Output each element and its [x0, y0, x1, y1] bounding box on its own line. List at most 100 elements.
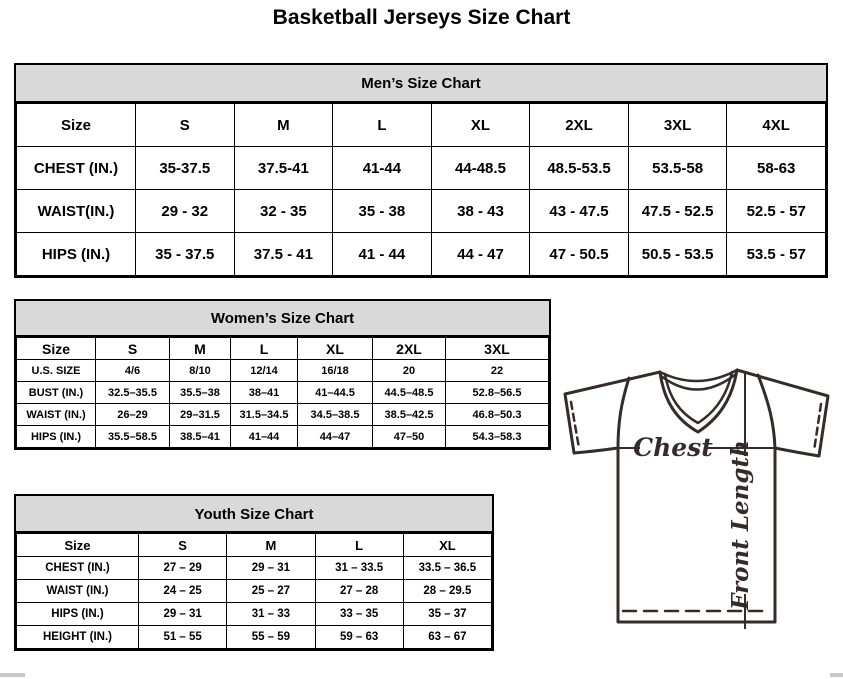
size-column-4xl: 4XL [726, 103, 826, 147]
scrollbar-fragment-right[interactable] [830, 673, 843, 677]
value-cell: 38.5–41 [169, 425, 231, 448]
value-cell: 50.5 - 53.5 [627, 232, 728, 276]
value-cell: 47 - 50.5 [529, 232, 629, 276]
value-cell: 51 – 55 [137, 625, 228, 649]
womens-chart-header: Women’s Size Chart [16, 301, 549, 337]
value-cell: 59 – 63 [314, 625, 404, 649]
size-column-xl: XL [297, 337, 373, 360]
size-header-row: Size S M L XL [16, 533, 493, 557]
value-cell: 31 – 33.5 [314, 556, 404, 580]
jersey-right-cuff-dashes [812, 402, 823, 453]
size-column-2xl: 2XL [529, 103, 629, 147]
value-cell: 12/14 [230, 359, 298, 382]
size-column-m: M [233, 103, 334, 147]
jersey-left-sleeve [563, 370, 662, 455]
measurement-row: HEIGHT (IN.) 51 – 55 55 – 59 59 – 63 63 – 67 [16, 625, 493, 649]
size-column-2xl: 2XL [372, 337, 446, 360]
value-cell: 48.5-53.5 [529, 146, 629, 190]
chest-label: Chest [633, 433, 713, 462]
scrollbar-fragment-left[interactable] [0, 673, 25, 677]
value-cell: 22 [445, 359, 549, 382]
value-cell: 33.5 – 36.5 [402, 556, 493, 580]
measurement-row: WAIST (IN.) 24 – 25 25 – 27 27 – 28 28 – 29.… [16, 579, 493, 603]
value-cell: 29–31.5 [169, 403, 231, 426]
value-cell: 41–44.5 [297, 381, 373, 404]
value-cell: 4/6 [95, 359, 170, 382]
value-cell: 44 - 47 [430, 232, 531, 276]
row-label-cell: HIPS (IN.) [16, 602, 139, 626]
value-cell: 29 - 32 [135, 189, 235, 233]
measurement-row: HIPS (IN.) 35 - 37.5 37.5 - 41 41 - 44 44 - … [16, 232, 826, 276]
value-cell: 47–50 [372, 425, 446, 448]
row-label-cell: HIPS (IN.) [16, 425, 96, 448]
value-cell: 35 - 37.5 [135, 232, 235, 276]
size-label-cell: Size [16, 533, 139, 557]
jersey-collar-back-outer [658, 368, 739, 383]
value-cell: 53.5-58 [627, 146, 728, 190]
value-cell: 41-44 [332, 146, 432, 190]
jersey-torso [616, 446, 777, 624]
value-cell: 33 – 35 [314, 602, 404, 626]
size-column-s: S [137, 533, 228, 557]
womens-size-chart-box: Women’s Size Chart Size S M L XL 2XL 3XL U.S. S… [14, 299, 551, 450]
value-cell: 8/10 [169, 359, 231, 382]
row-label-cell: U.S. SIZE [16, 359, 96, 382]
value-cell: 63 – 67 [402, 625, 493, 649]
mens-size-table: Size S M L XL 2XL 3XL 4XL CHEST (IN.) 35-37.5 37.5… [16, 103, 826, 276]
value-cell: 35 - 38 [332, 189, 432, 233]
page-title: Basketball Jerseys Size Chart [272, 6, 571, 29]
value-cell: 47.5 - 52.5 [627, 189, 728, 233]
size-column-l: L [314, 533, 404, 557]
value-cell: 55 – 59 [226, 625, 316, 649]
value-cell: 54.3–58.3 [445, 425, 549, 448]
value-cell: 32.5–35.5 [95, 381, 170, 404]
value-cell: 35-37.5 [135, 146, 235, 190]
value-cell: 32 - 35 [233, 189, 334, 233]
value-cell: 29 – 31 [226, 556, 316, 580]
size-column-xl: XL [430, 103, 531, 147]
womens-size-table: Size S M L XL 2XL 3XL U.S. SIZE 4/6 8/10 12/14 16/1… [16, 337, 549, 448]
value-cell: 29 – 31 [137, 602, 228, 626]
value-cell: 37.5 - 41 [233, 232, 334, 276]
youth-chart-header: Youth Size Chart [16, 496, 492, 533]
value-cell: 41–44 [230, 425, 298, 448]
row-label-cell: WAIST(IN.) [16, 189, 136, 233]
value-cell: 16/18 [297, 359, 373, 382]
size-label-cell: Size [16, 103, 136, 147]
row-label-cell: BUST (IN.) [16, 381, 96, 404]
value-cell: 34.5–38.5 [297, 403, 373, 426]
size-column-l: L [230, 337, 298, 360]
value-cell: 27 – 29 [137, 556, 228, 580]
value-cell: 44.5–48.5 [372, 381, 446, 404]
row-label-cell: CHEST (IN.) [16, 556, 139, 580]
value-cell: 37.5-41 [233, 146, 334, 190]
value-cell: 35.5–58.5 [95, 425, 170, 448]
jersey-left-seam [616, 376, 631, 450]
youth-size-chart-box: Youth Size Chart Size S M L XL CHEST (IN.) 27 … [14, 494, 494, 651]
size-label-cell: Size [16, 337, 96, 360]
value-cell: 24 – 25 [137, 579, 228, 603]
size-header-row: Size S M L XL 2XL 3XL 4XL [16, 103, 826, 147]
size-column-xl: XL [402, 533, 493, 557]
value-cell: 35.5–38 [169, 381, 231, 404]
value-cell: 53.5 - 57 [726, 232, 826, 276]
jersey-right-seam [756, 373, 777, 450]
value-cell: 31 – 33 [226, 602, 316, 626]
measurement-row: WAIST(IN.) 29 - 32 32 - 35 35 - 38 38 - 43 43… [16, 189, 826, 233]
value-cell: 27 – 28 [314, 579, 404, 603]
measurement-row: HIPS (IN.) 35.5–58.5 38.5–41 41–44 44–47 47–5… [16, 425, 549, 448]
jersey-collar-v-outer [658, 368, 739, 434]
value-cell: 28 – 29.5 [402, 579, 493, 603]
measurement-row: CHEST (IN.) 27 – 29 29 – 31 31 – 33.5 33.5 –… [16, 556, 493, 580]
value-cell: 44-48.5 [430, 146, 531, 190]
value-cell: 31.5–34.5 [230, 403, 298, 426]
size-column-l: L [332, 103, 432, 147]
jersey-diagram: Chest Front Length [563, 368, 830, 629]
row-label-cell: HIPS (IN.) [16, 232, 136, 276]
value-cell: 35 – 37 [402, 602, 493, 626]
size-column-m: M [169, 337, 231, 360]
value-cell: 20 [372, 359, 446, 382]
value-cell: 26–29 [95, 403, 170, 426]
measurement-row: WAIST (IN.) 26–29 29–31.5 31.5–34.5 34.5–38.… [16, 403, 549, 426]
size-column-s: S [135, 103, 235, 147]
